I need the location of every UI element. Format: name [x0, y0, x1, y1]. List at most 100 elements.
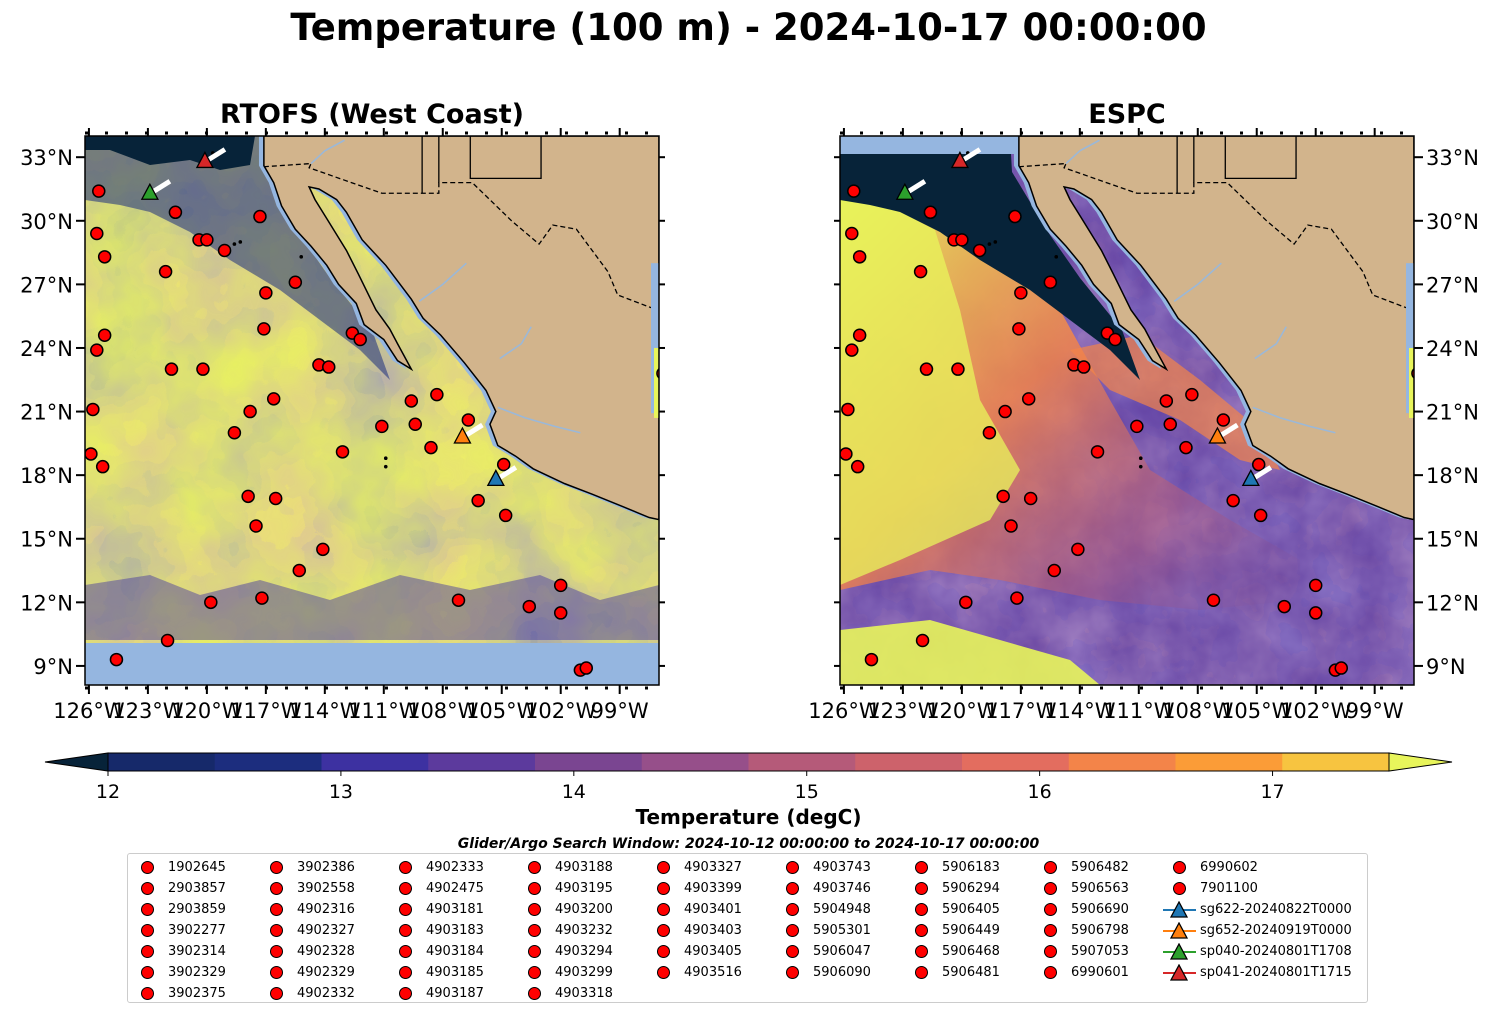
argo-dot-icon: [1160, 857, 1200, 878]
argo-float-marker: [1185, 387, 1199, 402]
island: [1138, 456, 1143, 460]
lat-tick-label: 21°N: [20, 401, 73, 425]
argo-float-marker: [253, 209, 267, 224]
lat-tick-label: 24°N: [20, 337, 73, 361]
colorbar-bin: [108, 753, 216, 771]
legend-item: 4903200: [515, 899, 613, 920]
river: [1173, 262, 1222, 302]
glider-track: [962, 147, 982, 162]
glider-track: [498, 465, 518, 480]
gulf-shelf: [651, 263, 659, 414]
legend-item: sg652-20240919T0000: [1160, 920, 1352, 941]
markers-left: [85, 147, 659, 677]
argo-float-marker: [1334, 661, 1349, 675]
argo-float-marker: [923, 205, 938, 220]
lon-tick-label: 126°W: [53, 699, 125, 723]
lon-tick-label: 114°W: [289, 699, 361, 723]
colorbar: 12 13 14 15 16 17: [44, 752, 1453, 803]
glider-track: [152, 179, 172, 194]
argo-float-marker: [1216, 413, 1231, 427]
argo-float-marker: [1251, 457, 1266, 472]
argo-float-marker: [1004, 519, 1018, 533]
argo-float-marker: [951, 362, 965, 376]
argo-float-marker: [92, 184, 106, 198]
argo-dot-icon: [386, 983, 426, 1004]
argo-float-marker: [1179, 440, 1193, 455]
argo-float-marker: [915, 633, 930, 648]
lon-tick-label: 120°W: [171, 699, 243, 723]
legend-label: 4903188: [555, 860, 613, 875]
legend-item: 4903743: [773, 857, 871, 878]
axes-left: 33°N 30°N 27°N 24°N 21°N 18°N 15°N 12°N 9°N 126°W…: [20, 128, 665, 723]
argo-float-marker: [847, 184, 861, 198]
argo-float-marker: [852, 250, 867, 264]
argo-dot-icon: [773, 899, 813, 920]
lon-tick-label: 99°W: [591, 699, 649, 723]
argo-float-marker: [1226, 493, 1240, 508]
argo-dot-icon: [644, 878, 684, 899]
argo-float-marker: [160, 633, 175, 648]
glider-marker: [1241, 469, 1260, 487]
legend-column: 5906482 5906563 5906690 5906798 5907053 69906…: [1031, 857, 1129, 983]
lat-tick-label: 9°N: [33, 655, 73, 679]
lon-tick-label: 99°W: [1346, 699, 1404, 723]
lat-tick-label: 18°N: [20, 464, 73, 488]
argo-float-marker: [996, 489, 1010, 504]
lat-tick-label: 9°N: [1426, 655, 1466, 679]
colorbar-bin: [214, 753, 322, 771]
argo-float-marker: [1043, 275, 1058, 290]
argo-float-marker: [553, 606, 568, 620]
argo-dot-icon: [257, 899, 297, 920]
argo-float-marker: [322, 360, 336, 374]
lon-tick-label: 117°W: [230, 699, 302, 723]
argo-float-marker: [1014, 286, 1028, 300]
legend-item: 4903327: [644, 857, 742, 878]
argo-float-marker: [95, 459, 110, 474]
legend-item: 6990601: [1031, 962, 1129, 983]
lon-tick-label: 111°W: [1103, 699, 1175, 723]
argo-float-marker: [288, 275, 303, 290]
argo-float-marker: [852, 328, 867, 343]
argo-float-marker: [955, 233, 969, 247]
legend-item: 4903185: [386, 962, 484, 983]
argo-dot-icon: [644, 962, 684, 983]
legend-item: 5906468: [902, 941, 1000, 962]
legend-label: 4903181: [426, 902, 484, 917]
lon-tick-label: 120°W: [926, 699, 998, 723]
lat-tick-label: 21°N: [1426, 401, 1479, 425]
island: [383, 464, 388, 469]
argo-float-marker: [200, 233, 214, 247]
gulf-warm: [654, 347, 659, 418]
lat-tick-label: 18°N: [1426, 464, 1479, 488]
legend-item: 6990602: [1160, 857, 1352, 878]
argo-dot-icon: [902, 878, 942, 899]
argo-float-marker: [292, 563, 307, 578]
argo-float-marker: [841, 402, 855, 417]
legend-label: 4903232: [555, 923, 613, 938]
river: [497, 406, 581, 434]
argo-float-marker: [919, 362, 934, 376]
legend-item: 1902645: [128, 857, 226, 878]
legend-item: 4903405: [644, 941, 742, 962]
legend-label: 6990602: [1200, 860, 1258, 875]
legend-label: 5905301: [813, 923, 871, 938]
legend-item: 4903399: [644, 878, 742, 899]
argo-float-marker: [1077, 360, 1091, 374]
argo-dot-icon: [386, 962, 426, 983]
argo-float-marker: [1023, 491, 1038, 506]
legend-item: 2903859: [128, 899, 226, 920]
colorbar-bin: [1282, 753, 1390, 771]
argo-float-marker: [1071, 542, 1085, 557]
legend-item: 4902327: [257, 920, 355, 941]
island: [993, 240, 998, 244]
argo-dot-icon: [128, 962, 168, 983]
legend-label: 5906047: [813, 944, 871, 959]
legend-label: 4902316: [297, 902, 355, 917]
argo-float-marker: [266, 392, 281, 406]
legend-label: 5906090: [813, 965, 871, 980]
legend-item: 4903188: [515, 857, 613, 878]
right-panel-title: ESPC: [1088, 99, 1166, 130]
legend-item: 4903232: [515, 920, 613, 941]
argo-float-marker: [255, 591, 269, 605]
argo-float-marker: [375, 419, 389, 434]
